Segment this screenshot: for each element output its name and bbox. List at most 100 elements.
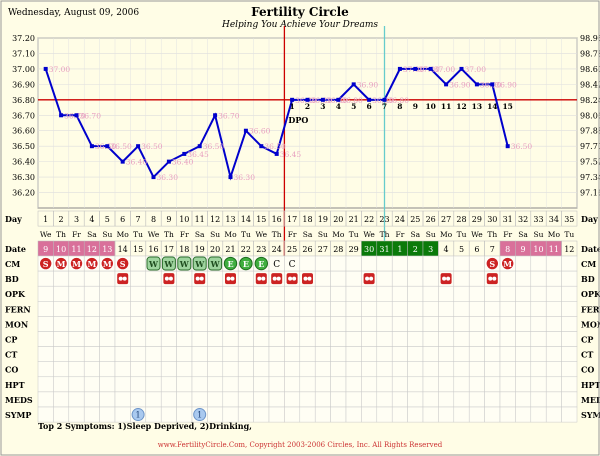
grid-cell xyxy=(314,316,331,332)
weekday-label: Su xyxy=(210,230,220,239)
grid-cell xyxy=(284,316,301,332)
grid-cell xyxy=(160,331,177,347)
grid-cell xyxy=(407,270,424,287)
grid-cell xyxy=(83,316,100,332)
grid-cell xyxy=(145,285,162,302)
bd-icon-figure xyxy=(446,276,451,281)
grid-cell xyxy=(468,346,485,362)
grid-cell xyxy=(468,406,485,423)
temperature-label: 36.70 xyxy=(80,111,102,120)
weekday-label: Th xyxy=(56,230,66,239)
grid-cell xyxy=(268,301,285,317)
grid-cell xyxy=(191,285,208,302)
grid-cell xyxy=(515,346,532,362)
grid-cell xyxy=(407,316,424,332)
grid-cell xyxy=(68,270,85,287)
day-number: 17 xyxy=(287,215,297,224)
grid-cell xyxy=(453,331,470,347)
grid-cell xyxy=(83,406,100,423)
grid-cell xyxy=(391,270,408,287)
date-number: 14 xyxy=(118,245,128,254)
grid-cell xyxy=(314,301,331,317)
grid-cell xyxy=(99,361,116,378)
grid-cell xyxy=(68,361,85,378)
row-label-left: CP xyxy=(5,335,17,345)
day-number: 25 xyxy=(410,215,420,224)
grid-cell xyxy=(284,331,301,347)
grid-cell xyxy=(222,406,239,423)
grid-cell xyxy=(99,316,116,332)
grid-cell xyxy=(499,270,516,287)
grid-cell xyxy=(37,346,54,362)
grid-cell xyxy=(160,316,177,332)
temperature-label: 36.70 xyxy=(218,111,240,120)
day-number: 33 xyxy=(533,215,543,224)
grid-cell xyxy=(330,376,347,393)
grid-cell xyxy=(268,376,285,393)
weekday-label: Mo xyxy=(548,230,561,239)
grid-cell xyxy=(160,301,177,317)
bd-icon-figure xyxy=(442,276,447,281)
day-cell xyxy=(561,210,578,227)
grid-cell xyxy=(160,361,177,378)
date-number: 27 xyxy=(318,245,328,254)
grid-cell xyxy=(561,331,578,347)
grid-cell xyxy=(145,376,162,393)
day-number: 3 xyxy=(74,215,79,224)
bd-icon-figure xyxy=(226,276,231,281)
grid-cell xyxy=(453,346,470,362)
bd-icon-figure xyxy=(118,276,123,281)
grid-cell xyxy=(407,391,424,408)
grid-cell xyxy=(345,406,362,423)
grid-cell xyxy=(438,285,455,302)
grid-cell xyxy=(145,361,162,378)
y-tick-label-right: 98.42 xyxy=(580,80,600,89)
date-number: 15 xyxy=(133,245,143,254)
y-tick-label-left: 36.20 xyxy=(12,189,35,198)
grid-cell xyxy=(68,346,85,362)
cm-watery-icon xyxy=(146,256,161,271)
day-number: 18 xyxy=(302,215,312,224)
y-tick-label-right: 98.60 xyxy=(580,65,600,74)
top-symptoms: Top 2 Symptoms: 1)Sleep Deprived, 2)Drin… xyxy=(38,421,252,431)
grid-cell xyxy=(376,391,393,408)
bd-icon-figure xyxy=(369,276,374,281)
grid-cell xyxy=(237,270,254,287)
grid-cell xyxy=(237,406,254,423)
day-number: 28 xyxy=(456,215,466,224)
grid-cell xyxy=(407,301,424,317)
dpo-number: 5 xyxy=(351,102,356,111)
grid-cell xyxy=(391,331,408,347)
grid-cell xyxy=(314,391,331,408)
temperature-label: 36.90 xyxy=(495,80,517,89)
grid-cell xyxy=(299,376,316,393)
grid-cell xyxy=(468,270,485,287)
grid-cell xyxy=(361,301,378,317)
grid-cell xyxy=(545,376,562,393)
day-number: 34 xyxy=(549,215,559,224)
grid-cell xyxy=(114,301,131,317)
weekday-label: Fr xyxy=(503,230,512,239)
grid-cell xyxy=(561,361,578,378)
grid-cell xyxy=(545,406,562,423)
symptom-marker xyxy=(193,408,207,422)
date-number: 10 xyxy=(533,245,543,254)
bd-icon-figure xyxy=(195,276,200,281)
grid-cell xyxy=(114,316,131,332)
dpo-number: 9 xyxy=(413,102,418,111)
grid-cell xyxy=(468,316,485,332)
grid-cell xyxy=(53,316,70,332)
temperature-label: 37.00 xyxy=(49,65,71,74)
grid-cell xyxy=(176,376,193,393)
temperature-point xyxy=(428,66,433,71)
grid-cell xyxy=(361,406,378,423)
weekday-label: Th xyxy=(380,230,390,239)
grid-cell xyxy=(391,361,408,378)
temperature-point xyxy=(505,144,510,149)
grid-cell xyxy=(191,331,208,347)
weekday-label: We xyxy=(148,230,160,239)
day-number: 22 xyxy=(364,215,374,224)
day-number: 16 xyxy=(272,215,282,224)
date-number: 28 xyxy=(333,245,343,254)
